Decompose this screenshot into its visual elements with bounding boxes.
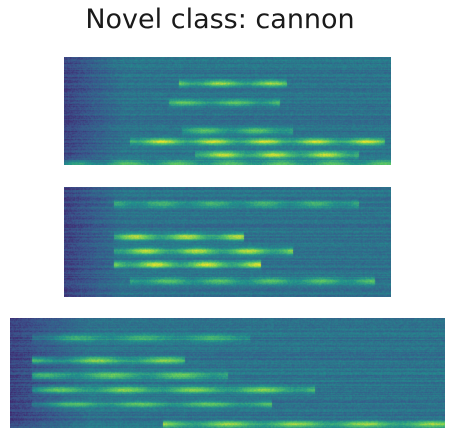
spectrogram-2 <box>64 187 391 297</box>
figure-title: Novel class: cannon <box>85 4 355 35</box>
spectrogram-1 <box>64 57 391 165</box>
spectrogram-3 <box>10 318 445 428</box>
